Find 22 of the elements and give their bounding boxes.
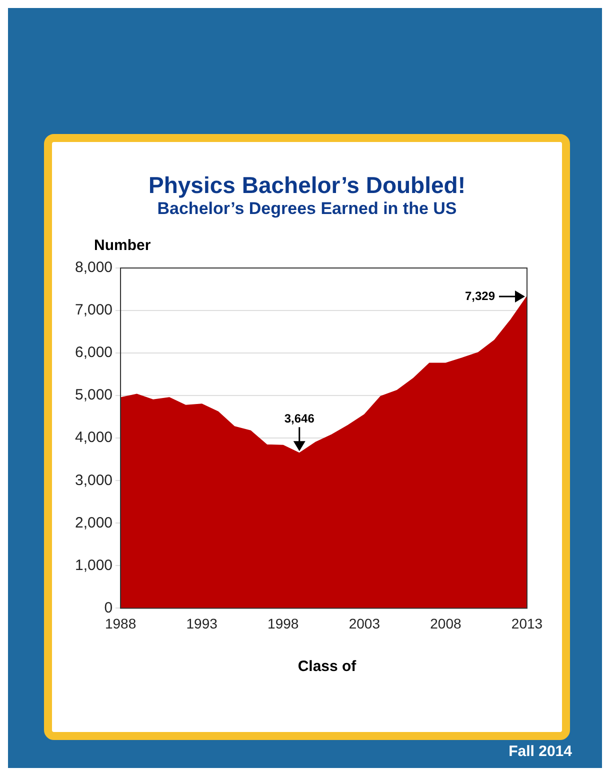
y-tick-label: 8,000 (74, 259, 113, 276)
y-tick-label: 5,000 (74, 386, 113, 404)
y-tick-label: 2,000 (74, 514, 113, 532)
chart-title: Physics Bachelor’s Doubled! (148, 172, 466, 199)
y-tick-label: 4,000 (74, 429, 113, 446)
y-tick-label: 7,000 (74, 302, 113, 319)
y-tick-label: 6,000 (74, 344, 113, 362)
annotation: 7,329 (464, 288, 496, 303)
x-tick-label: 2013 (511, 615, 543, 632)
annotation: 3,646 (284, 411, 315, 426)
x-axis-title: Class of (296, 658, 358, 675)
text: Fall 2014 (508, 743, 572, 760)
x-tick-label: 2008 (430, 615, 462, 632)
y-tick-label: 1,000 (74, 556, 113, 574)
chart-subtitle: Bachelor’s Degrees Earned in the US (156, 199, 458, 219)
y-tick-label: 0 (104, 599, 113, 616)
y-tick-label: 3,000 (74, 472, 113, 489)
x-tick-label: 1998 (268, 615, 299, 632)
x-tick-label: 1988 (104, 615, 136, 632)
y-axis-title: Number (94, 237, 152, 254)
x-tick-label: 1993 (186, 615, 218, 632)
x-tick-label: 2003 (348, 615, 380, 632)
